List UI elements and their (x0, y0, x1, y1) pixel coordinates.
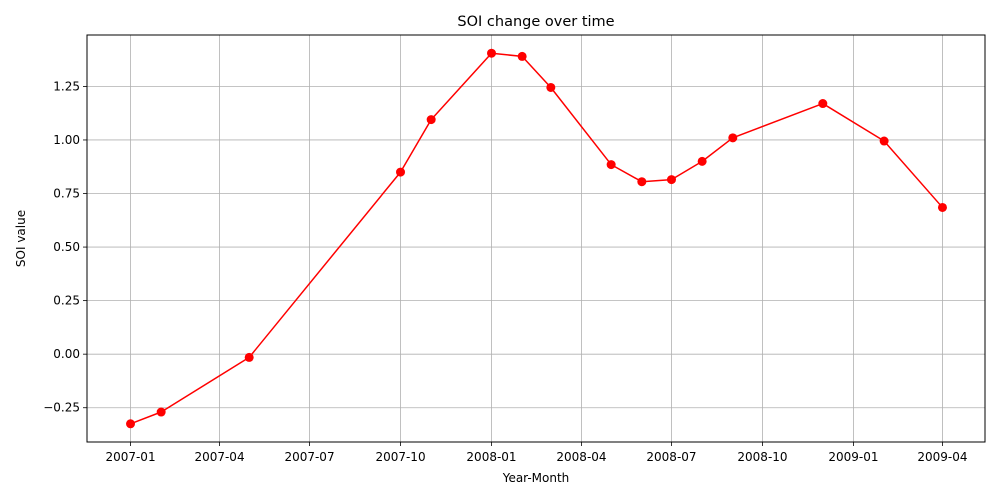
y-tick-label: −0.25 (43, 401, 80, 415)
data-point-marker (244, 352, 254, 362)
x-tick-label: 2007-10 (375, 450, 425, 464)
data-point-marker (606, 160, 616, 170)
data-point-marker (156, 407, 166, 417)
x-tick-label: 2008-01 (466, 450, 516, 464)
y-tick-label: 0.25 (53, 294, 80, 308)
x-tick-label: 2009-01 (828, 450, 878, 464)
data-point-marker (728, 133, 738, 143)
x-tick-label: 2008-07 (646, 450, 696, 464)
y-tick-label: 1.00 (53, 133, 80, 147)
data-point-marker (546, 82, 556, 92)
series-layer (126, 48, 947, 429)
x-tick-label: 2007-07 (284, 450, 334, 464)
series-line (130, 52, 944, 425)
y-axis: −0.25 0.00 0.25 0.50 0.75 1.00 1.25 (43, 79, 87, 415)
grid-lines (87, 35, 985, 442)
x-tick-label: 2009-04 (917, 450, 967, 464)
data-point-marker (517, 51, 527, 61)
data-point-marker (637, 177, 647, 187)
y-tick-label: 1.25 (53, 79, 80, 93)
data-point-marker (396, 167, 406, 177)
x-tick-label: 2007-04 (194, 450, 244, 464)
chart-title: SOI change over time (457, 14, 614, 30)
x-tick-label: 2008-10 (737, 450, 787, 464)
x-axis: 2007-01 2007-04 2007-07 2007-10 2008-01 2008-… (105, 442, 968, 464)
data-point-marker (937, 202, 947, 212)
data-point-marker (666, 175, 676, 185)
y-tick-label: 0.75 (53, 187, 80, 201)
data-point-marker (487, 48, 496, 58)
data-point-marker (697, 156, 707, 166)
x-tick-label: 2007-01 (105, 450, 155, 464)
x-tick-label: 2008-04 (556, 450, 606, 464)
data-point-marker (126, 419, 136, 429)
data-point-marker (879, 136, 889, 146)
y-tick-label: 0.50 (53, 240, 80, 254)
y-tick-label: 0.00 (53, 347, 80, 361)
plot-area-frame (86, 34, 986, 443)
y-axis-label: SOI value (14, 210, 28, 267)
x-axis-label: Year-Month (502, 471, 570, 485)
data-point-marker (818, 99, 828, 109)
data-point-marker (426, 115, 436, 125)
